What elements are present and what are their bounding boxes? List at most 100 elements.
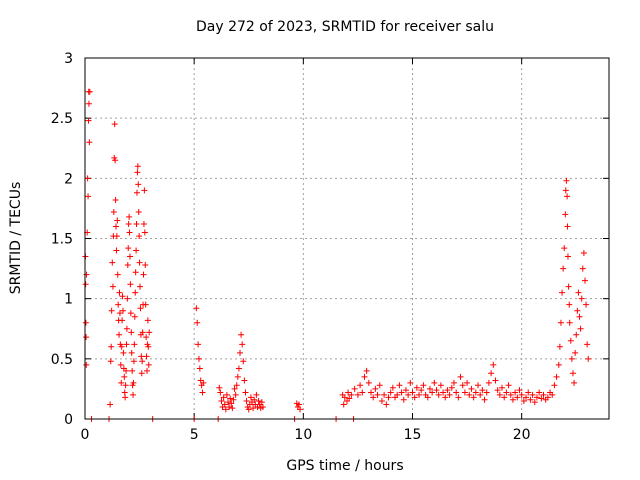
data-point [245,406,252,413]
data-point [123,325,130,332]
data-point [562,211,569,218]
data-point [83,271,90,278]
y-tick-labels: 0 0.5 1 1.5 2 2.5 3 [51,51,73,428]
data-point [540,391,547,398]
data-point [217,389,224,396]
data-point [113,233,120,240]
data-point [455,394,462,401]
data-point [490,361,497,368]
data-point [485,379,492,386]
data-point [124,295,131,302]
data-point [354,391,361,398]
data-point [503,389,510,396]
data-point [555,361,562,368]
data-point [146,329,153,336]
data-point [139,329,146,336]
data-point [83,334,90,341]
data-point [559,289,566,296]
data-point [133,221,140,228]
data-point [516,387,523,394]
data-point [141,229,148,236]
x-tick-label: 5 [190,427,199,443]
data-point [416,391,423,398]
data-point [351,385,358,392]
data-point [340,401,347,408]
data-point [250,405,257,412]
data-point [573,331,580,338]
data-point [116,310,123,317]
data-point [385,394,392,401]
x-tick-labels: 0 5 10 15 20 [81,427,531,443]
data-point [405,391,412,398]
data-point [241,377,248,384]
data-point [409,389,416,396]
data-point [115,301,122,308]
data-point [448,384,455,391]
data-point [243,397,250,404]
data-point [132,289,139,296]
data-point [129,367,136,374]
data-point [378,397,385,404]
data-point [574,307,581,314]
y-tick-label: 2 [64,171,73,187]
data-point [492,377,499,384]
y-axis-label: SRMTID / TECUs [8,182,24,295]
data-point [130,379,137,386]
data-point [523,394,530,401]
data-point [123,341,130,348]
data-point [527,396,534,403]
data-point [437,382,444,389]
y-tick-label: 2.5 [51,111,73,127]
data-point [134,163,141,170]
data-point [255,397,262,404]
data-point [119,307,126,314]
data-point [242,389,249,396]
data-point [413,384,420,391]
data-point [135,209,142,216]
data-point [131,341,138,348]
data-point [466,391,473,398]
data-point [107,358,114,365]
data-point [477,391,484,398]
data-point [143,334,150,341]
data-point [144,317,151,324]
data-point [464,379,471,386]
data-point [475,382,481,389]
data-point [549,391,556,398]
data-point [112,196,119,203]
data-point [383,401,390,408]
data-point [564,253,571,260]
data-point [199,389,206,396]
data-point [111,121,118,128]
data-point [117,361,124,368]
data-point [457,373,464,380]
data-point [114,271,121,278]
data-point [119,293,126,300]
data-point [370,394,377,401]
data-point [551,382,558,389]
data-point [479,387,486,394]
data-point [196,365,203,372]
data-point [237,349,244,356]
data-point [128,349,135,356]
data-point [446,391,453,398]
data-point [400,396,407,403]
data-point [363,367,370,374]
data-point [481,396,488,403]
data-point [126,213,133,220]
data-point [585,355,592,362]
data-point [222,406,229,413]
data-point [357,382,364,389]
data-point [512,389,519,396]
data-point [346,395,353,402]
data-point [142,301,149,308]
data-point [85,193,92,200]
data-point [108,307,115,314]
data-point [114,217,121,224]
data-point [127,281,134,288]
data-point [130,358,137,365]
y-tick-label: 0 [64,412,73,428]
data-point [424,394,431,401]
data-point [118,343,125,350]
